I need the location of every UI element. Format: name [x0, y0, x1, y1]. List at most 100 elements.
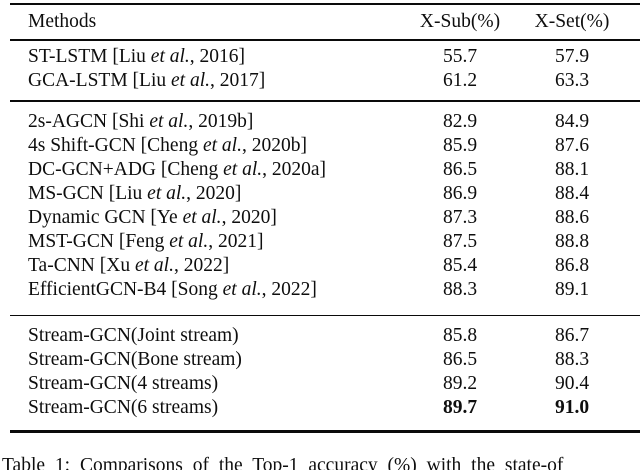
xsub-value: 61.2: [442, 70, 478, 92]
method-name: MST-GCN [Feng: [28, 230, 170, 252]
method-cite-year: , 2020a]: [262, 158, 327, 180]
method-cite-year: , 2019b]: [188, 110, 254, 132]
method-cite-year: , 2021]: [208, 230, 264, 252]
etal-italic: et al.: [150, 46, 190, 68]
xsub-value: 86.9: [442, 182, 478, 204]
xsub-value: 85.8: [442, 325, 478, 347]
method-cell: 4s Shift-GCN [Cheng et al., 2020b]: [10, 134, 404, 158]
xset-value: 84.9: [554, 110, 590, 132]
xset-value: 88.3: [554, 349, 590, 371]
column-header-methods: Methods: [28, 11, 97, 33]
xsub-value: 87.5: [442, 230, 478, 252]
xsub-value: 55.7: [442, 46, 478, 68]
method-name: MS-GCN [Liu: [28, 182, 148, 204]
table-row: EfficientGCN-B4 [Song et al., 2022] 88.3…: [10, 278, 640, 302]
method-cite-year: , 2020]: [221, 206, 277, 228]
method-cell: Stream-GCN(Bone stream): [10, 348, 404, 372]
section-divider: [10, 99, 640, 102]
results-table: Methods X-Sub(%) X-Set(%) ST-LSTM [Liu e…: [10, 2, 640, 434]
xsub-value: 89.2: [442, 373, 478, 395]
method-name: Ta-CNN [Xu: [28, 254, 135, 276]
bottom-rule: [10, 430, 640, 434]
method-cite-year: , 2017]: [210, 70, 266, 92]
method-name: ST-LSTM [Liu: [28, 46, 151, 68]
xset-value: 88.8: [554, 230, 590, 252]
table-section-gcn: 2s-AGCN [Shi et al., 2019b] 82.9 84.9 4s…: [10, 102, 640, 315]
method-cell: EfficientGCN-B4 [Song et al., 2022]: [10, 278, 404, 302]
xsub-value: 85.4: [442, 254, 478, 276]
table-section-lstm: ST-LSTM [Liu et al., 2016] 55.7 57.9 GCA…: [10, 41, 640, 100]
xset-value: 57.9: [554, 46, 590, 68]
table-header: Methods X-Sub(%) X-Set(%): [10, 5, 640, 39]
method-cell: ST-LSTM [Liu et al., 2016]: [10, 45, 404, 69]
xset-value: 88.6: [554, 206, 590, 228]
xset-value-best: 91.0: [554, 397, 590, 419]
header-rule: [10, 39, 640, 41]
top-rule: [10, 2, 640, 6]
xsub-value-best: 89.7: [442, 397, 478, 419]
xset-value: 88.4: [554, 182, 590, 204]
xsub-value: 87.3: [442, 206, 478, 228]
table-row: Ta-CNN [Xu et al., 2022] 85.4 86.8: [10, 254, 640, 278]
etal-italic: et al.: [171, 70, 210, 92]
table-row: MST-GCN [Feng et al., 2021] 87.5 88.8: [10, 230, 640, 254]
etal-italic: et al.: [147, 182, 187, 204]
etal-italic: et al.: [149, 110, 189, 132]
method-cite-year: , 2020]: [186, 182, 242, 204]
method-cell: MST-GCN [Feng et al., 2021]: [10, 230, 404, 254]
method-cell: 2s-AGCN [Shi et al., 2019b]: [10, 110, 404, 134]
table-row: GCA-LSTM [Liu et al., 2017] 61.2 63.3: [10, 69, 640, 93]
method-cite-year: , 2020b]: [241, 134, 307, 156]
etal-italic: et al.: [202, 134, 242, 156]
method-name: Dynamic GCN [Ye: [28, 206, 183, 228]
column-header-xset: X-Set(%): [534, 11, 610, 33]
method-cell: Stream-GCN(6 streams): [10, 396, 404, 420]
xsub-value: 86.5: [442, 158, 478, 180]
etal-italic: et al.: [134, 254, 174, 276]
method-cell: GCA-LSTM [Liu et al., 2017]: [10, 69, 404, 93]
table-section-streamgcn: Stream-GCN(Joint stream) 85.8 86.7 Strea…: [10, 316, 640, 430]
etal-italic: et al.: [182, 206, 222, 228]
method-cell: MS-GCN [Liu et al., 2020]: [10, 182, 404, 206]
etal-italic: et al.: [222, 278, 262, 300]
method-name: Stream-GCN(Bone stream): [28, 349, 242, 371]
method-name: Stream-GCN(6 streams): [28, 397, 219, 419]
table-row: Stream-GCN(Bone stream) 86.5 88.3: [10, 348, 640, 372]
xsub-value: 82.9: [442, 110, 478, 132]
method-name: EfficientGCN-B4 [Song: [28, 278, 223, 300]
xset-value: 88.1: [554, 158, 590, 180]
xset-value: 63.3: [554, 70, 590, 92]
method-cite-year: , 2022]: [173, 254, 230, 276]
xset-value: 86.7: [554, 325, 590, 347]
table-row: Stream-GCN(4 streams) 89.2 90.4: [10, 372, 640, 396]
table-row: DC-GCN+ADG [Cheng et al., 2020a] 86.5 88…: [10, 158, 640, 182]
table-row: 2s-AGCN [Shi et al., 2019b] 82.9 84.9: [10, 110, 640, 134]
xset-value: 90.4: [554, 373, 590, 395]
method-name: 2s-AGCN [Shi: [28, 110, 150, 132]
table-row: Dynamic GCN [Ye et al., 2020] 87.3 88.6: [10, 206, 640, 230]
column-header-xsub: X-Sub(%): [419, 11, 501, 33]
method-name: Stream-GCN(4 streams): [28, 373, 219, 395]
section-divider: [10, 314, 640, 317]
table-row: ST-LSTM [Liu et al., 2016] 55.7 57.9: [10, 45, 640, 69]
table-row: Stream-GCN(Joint stream) 85.8 86.7: [10, 324, 640, 348]
table-row: Stream-GCN(6 streams) 89.7 91.0: [10, 396, 640, 420]
etal-italic: et al.: [223, 158, 263, 180]
xset-value: 87.6: [554, 134, 590, 156]
method-cell: Ta-CNN [Xu et al., 2022]: [10, 254, 404, 278]
method-name: DC-GCN+ADG [Cheng: [28, 158, 224, 180]
method-name: Stream-GCN(Joint stream): [28, 325, 239, 347]
xsub-value: 86.5: [442, 349, 478, 371]
xset-value: 89.1: [554, 278, 590, 300]
method-cell: DC-GCN+ADG [Cheng et al., 2020a]: [10, 158, 404, 182]
table-row: MS-GCN [Liu et al., 2020] 86.9 88.4: [10, 182, 640, 206]
method-cell: Stream-GCN(Joint stream): [10, 324, 404, 348]
etal-italic: et al.: [169, 230, 209, 252]
xset-value: 86.8: [554, 254, 590, 276]
method-cell: Stream-GCN(4 streams): [10, 372, 404, 396]
table-caption: Table 1: Comparisons of the Top-1 accura…: [2, 455, 564, 470]
method-cite-year: , 2016]: [189, 46, 246, 68]
method-cite-year: , 2022]: [261, 278, 317, 300]
xsub-value: 88.3: [442, 278, 478, 300]
table-row: 4s Shift-GCN [Cheng et al., 2020b] 85.9 …: [10, 134, 640, 158]
